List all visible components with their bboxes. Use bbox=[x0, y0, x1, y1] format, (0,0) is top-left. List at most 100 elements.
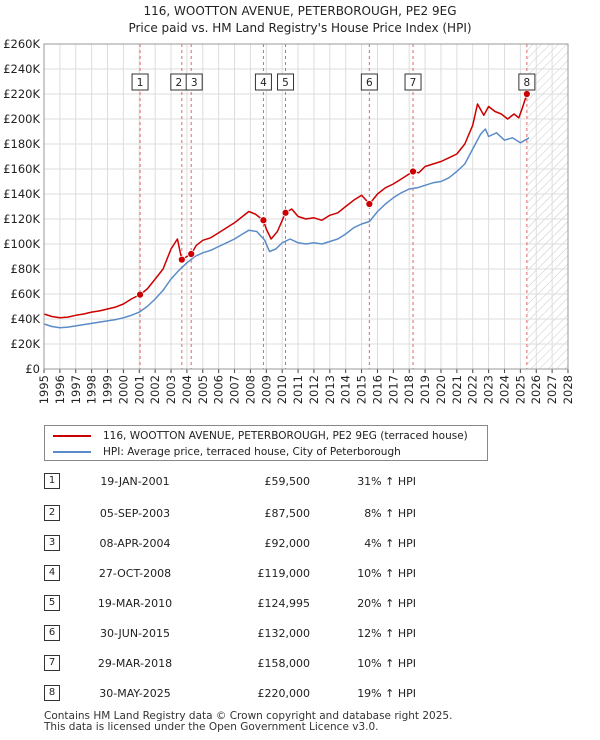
y-tick-label: £220K bbox=[3, 87, 40, 101]
transaction-number: 8 bbox=[44, 685, 60, 701]
x-tick-label: 2013 bbox=[323, 375, 337, 404]
transaction-hpi: 10% ↑ HPI bbox=[357, 567, 416, 580]
table-row: 3 08-APR-2004 £92,000 4% ↑ HPI bbox=[44, 534, 484, 554]
table-row: 2 05-SEP-2003 £87,500 8% ↑ HPI bbox=[44, 504, 484, 524]
transaction-hpi: 12% ↑ HPI bbox=[357, 627, 416, 640]
marker-label: 7 bbox=[410, 77, 417, 89]
plot-area bbox=[44, 44, 568, 369]
forecast-region bbox=[527, 44, 568, 369]
footer: Contains HM Land Registry data © Crown c… bbox=[44, 711, 452, 733]
marker-label: 1 bbox=[137, 77, 144, 89]
transaction-number: 4 bbox=[44, 565, 60, 581]
table-row: 4 27-OCT-2008 £119,000 10% ↑ HPI bbox=[44, 564, 484, 584]
transaction-date: 19-JAN-2001 bbox=[100, 475, 170, 488]
x-tick-label: 2026 bbox=[529, 375, 543, 404]
x-tick-label: 2019 bbox=[418, 375, 432, 404]
marker-label-box bbox=[360, 73, 378, 91]
marker-label-box bbox=[254, 73, 272, 91]
x-tick-label: 2001 bbox=[132, 375, 146, 404]
x-tick-label: 2010 bbox=[275, 375, 289, 404]
x-tick-label: 2000 bbox=[116, 375, 130, 404]
plot-frame bbox=[43, 43, 569, 370]
x-tick-label: 1995 bbox=[37, 375, 51, 404]
x-tick-label: 2002 bbox=[148, 375, 162, 404]
marker-label: 4 bbox=[260, 77, 267, 89]
transaction-hpi: 19% ↑ HPI bbox=[357, 687, 416, 700]
x-tick-label: 2024 bbox=[497, 375, 511, 404]
y-tick-label: £160K bbox=[3, 162, 40, 176]
x-tick-label: 2004 bbox=[180, 375, 194, 404]
transaction-price: £59,500 bbox=[264, 475, 311, 488]
transaction-point bbox=[365, 200, 374, 208]
transaction-number: 6 bbox=[44, 625, 60, 641]
transaction-hpi: 20% ↑ HPI bbox=[357, 597, 416, 610]
chart-title: 116, WOOTTON AVENUE, PETERBOROUGH, PE2 9… bbox=[143, 4, 457, 18]
transaction-hpi: 31% ↑ HPI bbox=[357, 475, 416, 488]
x-tick-label: 1997 bbox=[69, 375, 83, 404]
legend-item-hpi: HPI: Average price, terraced house, City… bbox=[53, 444, 401, 460]
transaction-point bbox=[522, 90, 531, 98]
y-tick-label: £120K bbox=[3, 212, 40, 226]
legend-swatch-property bbox=[53, 435, 91, 437]
y-tick-label: £100K bbox=[3, 237, 40, 251]
transaction-hpi: 4% ↑ HPI bbox=[364, 537, 416, 550]
y-tick-label: £260K bbox=[3, 37, 40, 51]
transaction-number: 1 bbox=[44, 473, 60, 489]
y-tick-label: £180K bbox=[3, 137, 40, 151]
marker-label-box bbox=[277, 73, 295, 91]
x-tick-label: 1996 bbox=[53, 375, 67, 404]
x-tick-label: 2025 bbox=[513, 375, 527, 404]
y-tick-label: £80K bbox=[11, 262, 41, 276]
chart-subtitle: Price paid vs. HM Land Registry's House … bbox=[128, 21, 472, 35]
x-tick-label: 2022 bbox=[466, 375, 480, 404]
x-tick-label: 1999 bbox=[101, 375, 115, 404]
x-tick-label: 2011 bbox=[291, 375, 305, 404]
transaction-number: 5 bbox=[44, 595, 60, 611]
x-tick-label: 2006 bbox=[212, 375, 226, 404]
marker-label: 5 bbox=[282, 77, 289, 89]
x-tick-label: 1998 bbox=[85, 375, 99, 404]
marker-label-box bbox=[185, 73, 203, 91]
footer-copyright: Contains HM Land Registry data © Crown c… bbox=[44, 710, 453, 722]
transaction-number: 7 bbox=[44, 655, 60, 671]
x-tick-label: 2005 bbox=[196, 375, 210, 404]
x-tick-label: 2028 bbox=[561, 375, 575, 404]
transaction-number: 2 bbox=[44, 505, 60, 521]
footer-licence: This data is licensed under the Open Gov… bbox=[44, 721, 379, 733]
marker-label: 8 bbox=[524, 77, 531, 89]
transaction-price: £132,000 bbox=[257, 627, 311, 640]
transaction-hpi: 8% ↑ HPI bbox=[364, 507, 416, 520]
x-tick-label: 2015 bbox=[355, 375, 369, 404]
transaction-number: 3 bbox=[44, 535, 60, 551]
legend-label-property: 116, WOOTTON AVENUE, PETERBOROUGH, PE2 9… bbox=[103, 430, 468, 442]
chart-legend: 116, WOOTTON AVENUE, PETERBOROUGH, PE2 9… bbox=[44, 425, 488, 461]
marker-label: 3 bbox=[191, 77, 198, 89]
marker-label-box bbox=[518, 73, 536, 91]
x-tick-label: 2009 bbox=[259, 375, 273, 404]
marker-label: 2 bbox=[175, 77, 182, 89]
transaction-date: 29-MAR-2018 bbox=[97, 657, 173, 670]
transaction-price: £92,000 bbox=[264, 537, 311, 550]
x-tick-label: 2008 bbox=[243, 375, 257, 404]
transaction-date: 08-APR-2004 bbox=[99, 537, 171, 550]
y-tick-label: £60K bbox=[11, 287, 41, 301]
table-row: 6 30-JUN-2015 £132,000 12% ↑ HPI bbox=[44, 624, 484, 644]
y-tick-label: £240K bbox=[3, 62, 40, 76]
transaction-date: 30-JUN-2015 bbox=[99, 627, 171, 640]
transaction-price: £124,995 bbox=[257, 597, 311, 610]
y-tick-label: £20K bbox=[11, 337, 41, 351]
y-tick-label: £200K bbox=[3, 112, 40, 126]
marker-label-box bbox=[131, 73, 149, 91]
transaction-price: £119,000 bbox=[257, 567, 311, 580]
table-row: 5 19-MAR-2010 £124,995 20% ↑ HPI bbox=[44, 594, 484, 614]
transaction-point bbox=[177, 255, 186, 264]
x-tick-label: 2020 bbox=[434, 375, 448, 404]
transaction-point bbox=[281, 208, 290, 217]
table-row: 8 30-MAY-2025 £220,000 19% ↑ HPI bbox=[44, 684, 484, 704]
transaction-point bbox=[259, 216, 268, 225]
marker-label: 6 bbox=[366, 77, 373, 89]
legend-label-hpi: HPI: Average price, terraced house, City… bbox=[103, 446, 401, 458]
legend-item-property: 116, WOOTTON AVENUE, PETERBOROUGH, PE2 9… bbox=[53, 428, 468, 444]
x-tick-label: 2018 bbox=[402, 375, 416, 404]
transaction-date: 30-MAY-2025 bbox=[99, 687, 171, 700]
